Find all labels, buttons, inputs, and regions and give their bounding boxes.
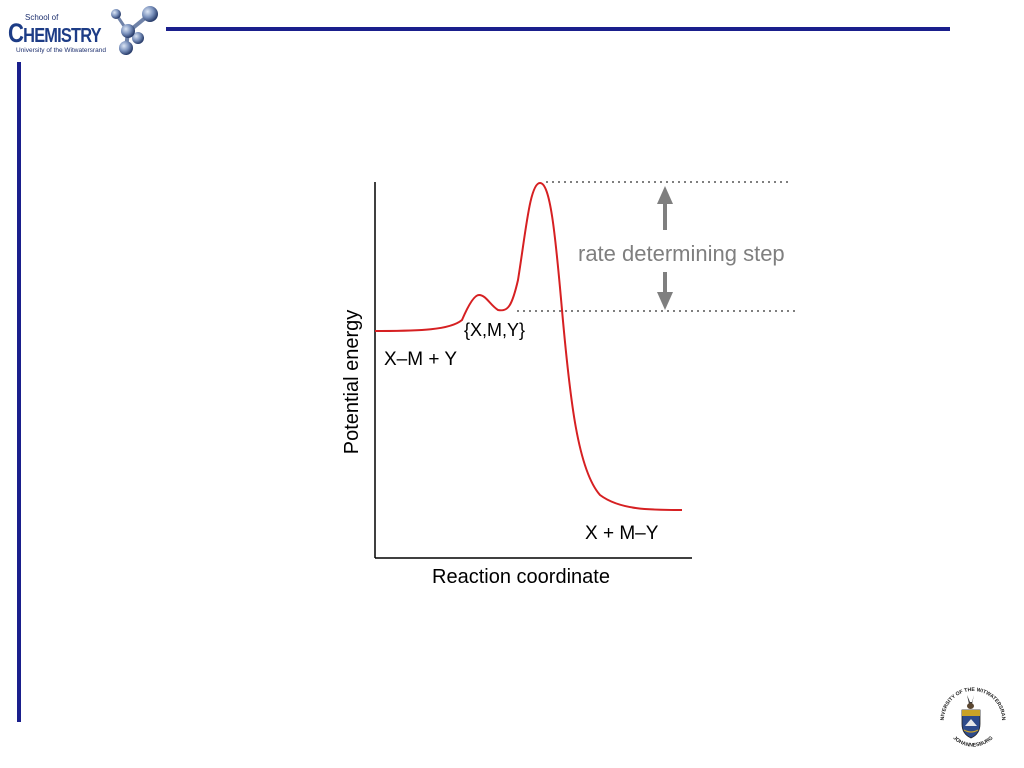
school-logo: School of CHEMISTRY University of the Wi… — [4, 4, 162, 60]
logo-word-rest: HEMISTRY — [23, 25, 101, 47]
products-label: X + M–Y — [585, 523, 659, 544]
y-axis-label: Potential energy — [341, 310, 363, 455]
university-crest-icon: UNIVERSITY OF THE WITWATERSRAND JOHANNES… — [934, 682, 1006, 749]
intermediate-label: {X,M,Y} — [464, 320, 525, 340]
logo-wordmark: CHEMISTRY — [8, 18, 102, 49]
molecule-icon — [111, 6, 158, 55]
header-rule — [166, 27, 950, 31]
energy-curve — [374, 181, 683, 511]
double-arrow-icon — [657, 186, 673, 310]
logo-word-initial: C — [8, 18, 24, 48]
x-axis-label: Reaction coordinate — [432, 566, 610, 588]
reactants-label: X–M + Y — [384, 349, 457, 370]
logo-school-of: School of — [25, 13, 59, 22]
side-rule — [17, 62, 21, 722]
logo-university: University of the Witwatersrand — [16, 47, 106, 54]
rate-determining-step-label: rate determining step — [578, 241, 785, 266]
